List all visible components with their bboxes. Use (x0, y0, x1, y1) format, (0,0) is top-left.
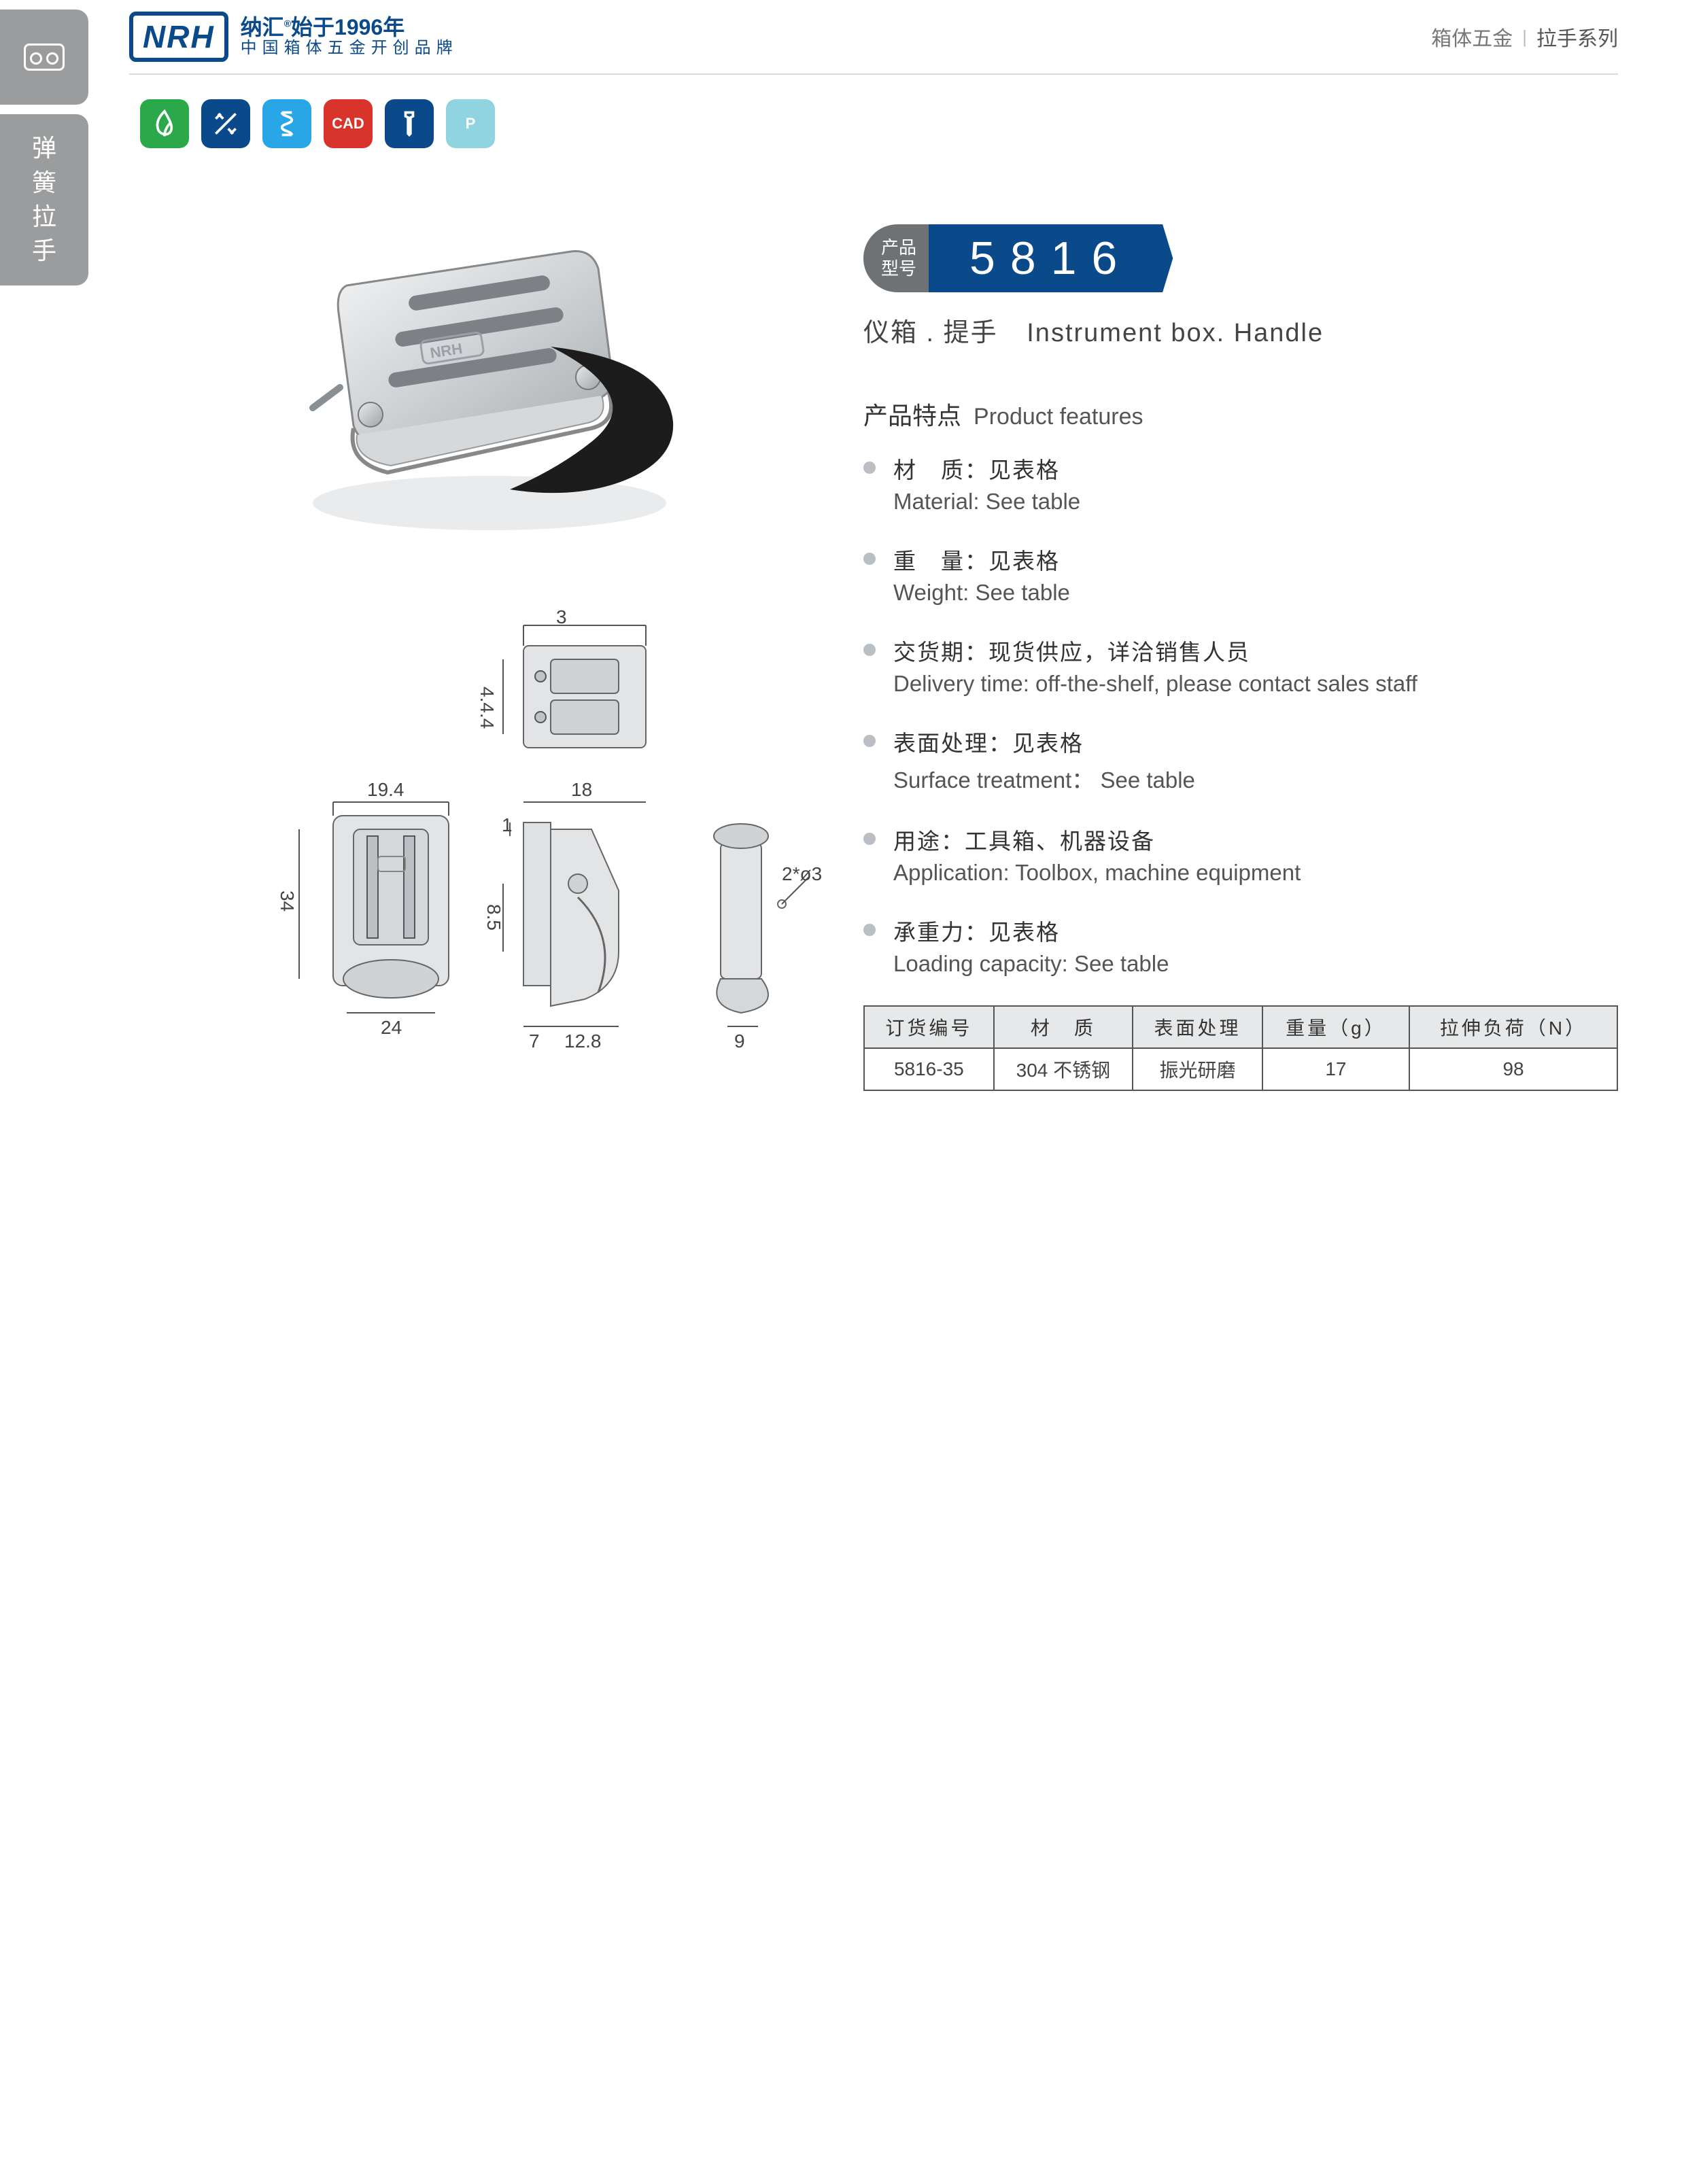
sidebar-char: 手 (32, 234, 56, 268)
th: 表面处理 (1133, 1006, 1262, 1048)
dim-9: 9 (734, 1030, 745, 1052)
sidebar-char: 簧 (32, 166, 56, 200)
th: 重量（g） (1262, 1006, 1409, 1048)
th: 拉伸负荷（N） (1409, 1006, 1617, 1048)
breadcrumb-sep: | (1522, 27, 1527, 48)
cassette-icon (24, 44, 65, 71)
logo-line2: 中国箱体五金开创品牌 (241, 39, 458, 57)
p-icon: P (446, 99, 495, 148)
dim-85: 8.5 (483, 904, 504, 931)
tools-icon (201, 99, 250, 148)
page-header: NRH 纳汇®始于1996年 中国箱体五金开创品牌 箱体五金 | 拉手系列 (129, 0, 1618, 75)
dim-128: 12.8 (564, 1030, 602, 1052)
table-row: 5816-35 304 不锈钢 振光研磨 17 98 (864, 1048, 1617, 1090)
breadcrumb: 箱体五金 | 拉手系列 (1431, 22, 1618, 52)
screw-icon (385, 99, 434, 148)
dim-444: 4.4.4 (476, 687, 498, 729)
th: 订货编号 (864, 1006, 994, 1048)
product-render: NRH (252, 204, 714, 557)
dim-2o3: 2*ø3 (782, 863, 822, 885)
logo-abbr: NRH (129, 12, 228, 62)
sidebar-char: 弹 (32, 131, 56, 165)
sidebar-tab-spring-handle[interactable]: 弹 簧 拉 手 (0, 114, 88, 285)
feature-item: 交货期：现货供应，详洽销售人员Delivery time: off-the-sh… (863, 634, 1618, 697)
cad-icon: CAD (324, 99, 373, 148)
logo-line1: 纳汇®始于1996年 (241, 16, 458, 39)
technical-drawing: 3 4.4.4 19.4 18 34 24 1 8.5 7 12.8 9 2*ø… (143, 598, 809, 1060)
feature-chips: CAD P (140, 99, 495, 148)
feature-item: 承重力：见表格Loading capacity: See table (863, 914, 1618, 977)
dim-1: 1 (502, 814, 513, 836)
model-number: 5816 (915, 224, 1173, 292)
features-list: 材 质：见表格Material: See table 重 量：见表格Weight… (863, 452, 1618, 977)
product-subtitle: 仪箱 . 提手 Instrument box. Handle (863, 311, 1618, 349)
sidebar-char: 拉 (32, 200, 56, 234)
feature-item: 材 质：见表格Material: See table (863, 452, 1618, 515)
model-badge: 产品 型号 5816 (863, 224, 1618, 292)
dim-194: 19.4 (367, 779, 405, 801)
dim-24: 24 (381, 1017, 402, 1039)
features-heading: 产品特点 Product features (863, 396, 1618, 432)
breadcrumb-a: 箱体五金 (1431, 22, 1513, 52)
dim-34: 34 (276, 890, 298, 912)
spec-table: 订货编号 材 质 表面处理 重量（g） 拉伸负荷（N） 5816-35 304 … (863, 1005, 1618, 1091)
sidebar-tab-icon[interactable] (0, 10, 88, 105)
dim-18: 18 (571, 779, 592, 801)
model-label-l2: 型号 (881, 258, 916, 279)
feature-item: 表面处理：见表格Surface treatment： See table (863, 725, 1618, 795)
th: 材 质 (994, 1006, 1133, 1048)
spring-icon (262, 99, 311, 148)
feature-item: 用途：工具箱、机器设备Application: Toolbox, machine… (863, 823, 1618, 886)
eco-icon (140, 99, 189, 148)
feature-item: 重 量：见表格Weight: See table (863, 543, 1618, 606)
logo: NRH 纳汇®始于1996年 中国箱体五金开创品牌 (129, 12, 458, 62)
dim-3: 3 (556, 606, 567, 628)
breadcrumb-b: 拉手系列 (1536, 22, 1618, 52)
model-label-l1: 产品 (881, 237, 916, 258)
dim-7: 7 (529, 1030, 540, 1052)
